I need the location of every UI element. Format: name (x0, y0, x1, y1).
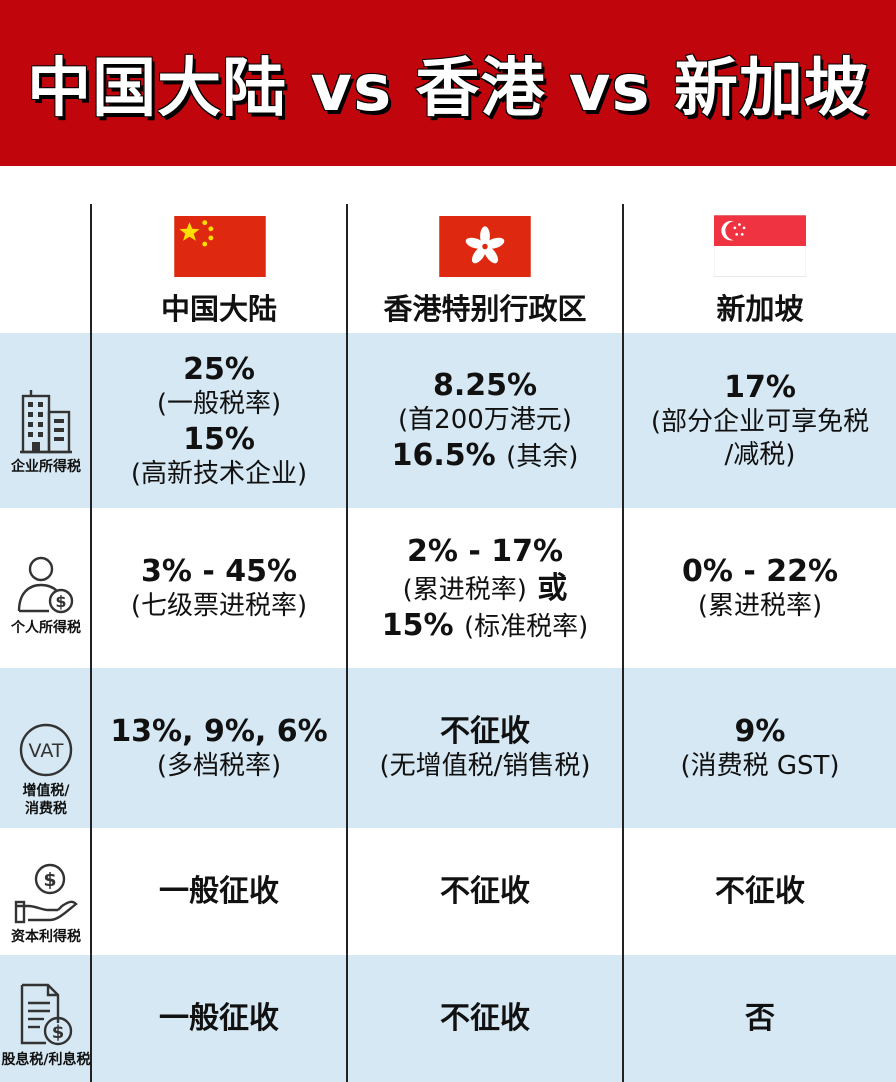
cell-individual-singapore: 0% - 22% (累进税率) (681, 554, 839, 621)
cell-corporate-singapore: 17% (部分企业可享免税 /减税) (650, 370, 870, 470)
cell-dividend-mainland: 一般征收 (159, 1001, 279, 1036)
cell-capital-gains-mainland: 一般征收 (159, 874, 279, 909)
svg-text:$: $ (43, 869, 56, 891)
cell-individual-mainland: 3% - 45% (七级票进税率) (130, 554, 308, 621)
column-divider (622, 204, 624, 1082)
row-label-individual-tax: $ 个人所得税 (0, 553, 92, 637)
cell-dividend-singapore: 否 (745, 1001, 775, 1036)
cell-individual-hong-kong: 2% - 17% (累进税率) 或 15% (标准税率) (381, 533, 589, 643)
svg-text:VAT: VAT (29, 740, 64, 762)
page-title: 中国大陆 vs 香港 vs 新加坡 (27, 52, 869, 126)
column-header-singapore: 新加坡 (716, 292, 804, 326)
cell-corporate-mainland: 25% (一般税率) 15% (高新技术企业) (130, 351, 308, 489)
column-header-hong-kong: 香港特别行政区 (383, 292, 587, 326)
svg-text:$: $ (55, 592, 66, 611)
cell-dividend-hong-kong: 不征收 (440, 1001, 530, 1036)
office-building-icon (20, 390, 72, 454)
cell-vat-hong-kong: 不征收 (无增值税/销售税) (379, 714, 591, 781)
vat-circle-icon: VAT (19, 723, 73, 777)
document-coin-icon: $ (20, 983, 73, 1046)
row-label-corporate-tax: 企业所得税 (0, 388, 92, 476)
cell-vat-mainland: 13%, 9%, 6% (多档税率) (110, 714, 328, 781)
singapore-flag-icon (714, 215, 806, 277)
column-header-mainland: 中国大陆 (160, 292, 277, 326)
row-band-corporate (0, 333, 896, 508)
cell-capital-gains-singapore: 不征收 (715, 874, 805, 909)
title-banner: 中国大陆 vs 香港 vs 新加坡 (0, 0, 896, 166)
hong-kong-flag-icon (439, 216, 531, 277)
row-label-capital-gains-tax: $ 资本利得税 (0, 862, 92, 946)
hand-coin-icon: $ (14, 863, 78, 924)
row-label-dividend-tax: $ 股息税/利息税 (0, 983, 92, 1069)
row-label-vat: VAT 增值税/消费税 (0, 722, 92, 818)
row-band-dividend (0, 955, 896, 1082)
column-divider (346, 204, 348, 1082)
person-coin-icon: $ (17, 556, 74, 614)
cell-vat-singapore: 9% (消费税 GST) (680, 714, 840, 781)
column-divider (90, 204, 92, 1082)
cell-corporate-hong-kong: 8.25% (首200万港元) 16.5% (其余) (391, 368, 579, 473)
cell-capital-gains-hong-kong: 不征收 (440, 874, 530, 909)
china-flag-icon (174, 216, 266, 277)
row-band-vat (0, 668, 896, 828)
svg-text:$: $ (52, 1022, 65, 1043)
